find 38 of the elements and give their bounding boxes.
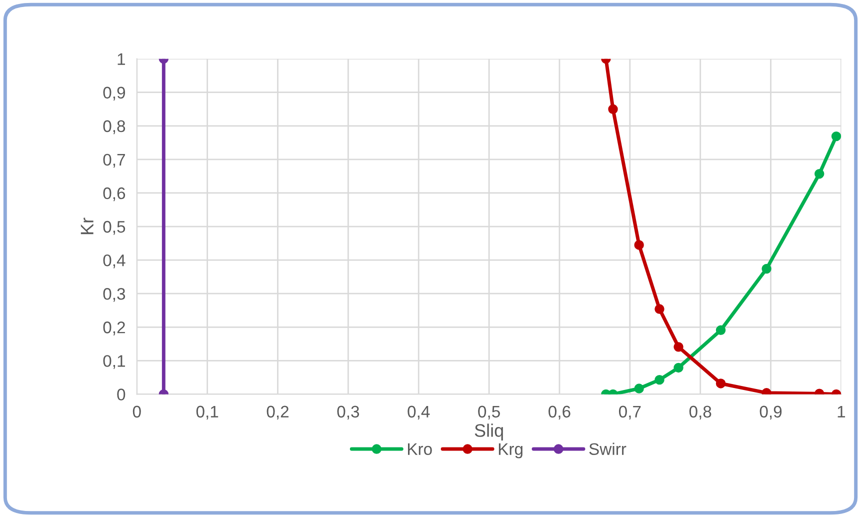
point [654, 374, 664, 385]
x-tick-label: 0,2 [266, 406, 289, 420]
point [716, 378, 726, 388]
y-tick-label: 0,6 [103, 187, 126, 202]
point [674, 362, 684, 373]
point [716, 325, 726, 336]
y-tick-label: 0,7 [103, 154, 125, 168]
point [634, 384, 644, 394]
x-tick-label: 0,9 [760, 406, 782, 420]
y-tick-label: 0,2 [103, 322, 125, 336]
x-axis-title: Sliq [474, 424, 503, 440]
y-tick-label: 0,3 [103, 288, 126, 302]
y-tick-label: 0 [117, 388, 126, 400]
y-tick-label: 0,5 [103, 220, 126, 235]
x-tick-label: 0,7 [618, 406, 641, 420]
point [831, 131, 842, 142]
x-tick-label: 1 [838, 406, 846, 418]
x-tick-label: 0 [132, 406, 141, 418]
y-tick-label: 0,4 [103, 254, 126, 268]
y-tick-label: 1 [118, 53, 125, 65]
x-tick-label: 0,6 [548, 406, 570, 420]
y-tick-label: 0,1 [103, 355, 125, 369]
y-axis-title: Kr [80, 218, 94, 234]
legend-label: Swirr [589, 442, 626, 456]
y-tick-label: 0,9 [103, 86, 125, 101]
point [674, 342, 684, 352]
x-tick-label: 0,4 [408, 406, 430, 420]
x-tick-label: 0,1 [196, 406, 218, 420]
x-tick-label: 0,8 [689, 406, 712, 420]
y-tick-label: 0,8 [103, 120, 126, 134]
x-tick-label: 0,3 [337, 406, 360, 420]
x-tick-label: 0,5 [478, 406, 500, 420]
point [814, 169, 824, 179]
legend-label: Kro [408, 443, 432, 456]
point [654, 304, 664, 314]
legend-label: Krg [498, 443, 522, 458]
point [762, 264, 772, 274]
point [634, 240, 644, 250]
